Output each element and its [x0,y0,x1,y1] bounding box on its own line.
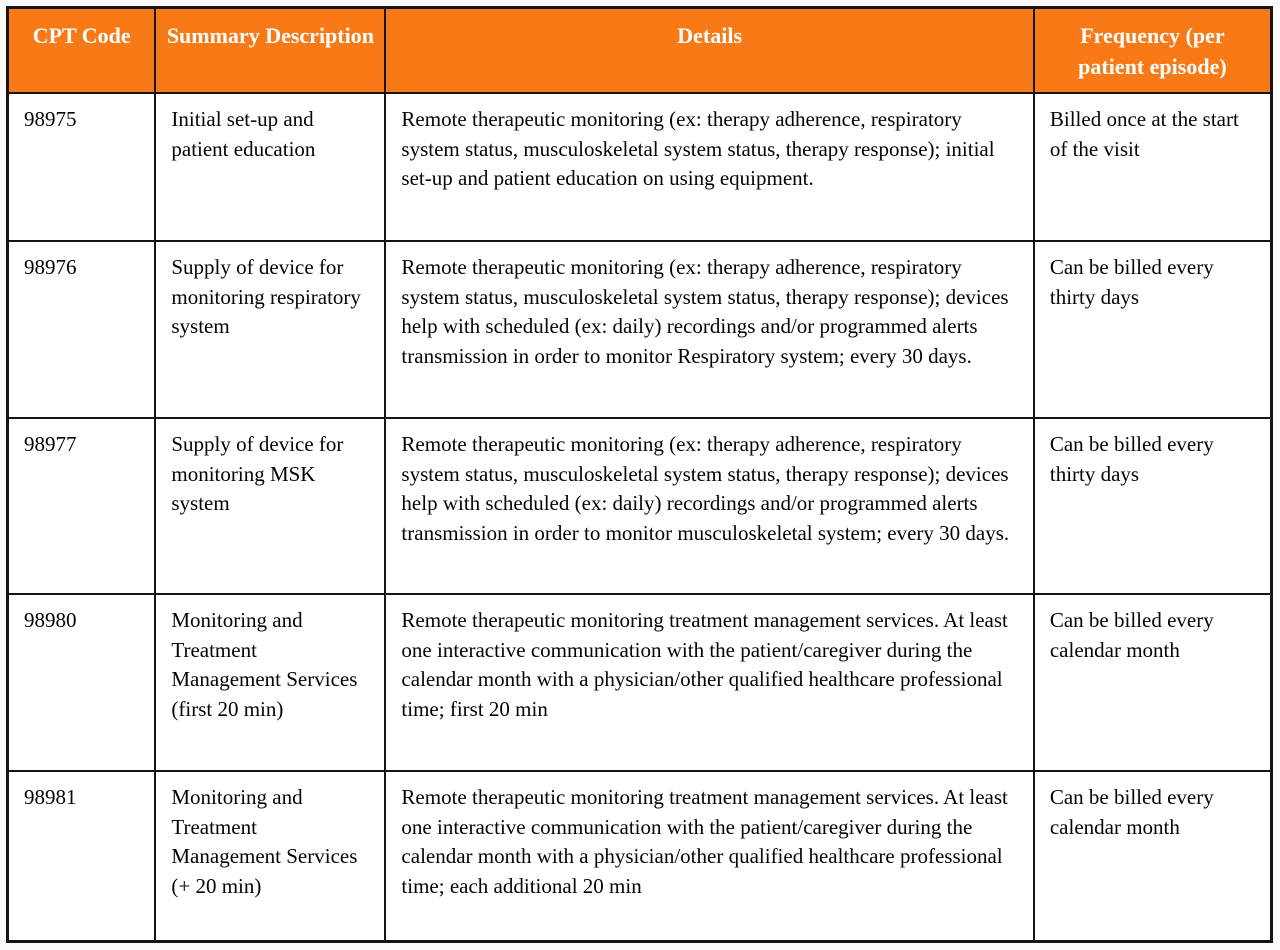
summary-cell: Monitoring and Treatment Management Serv… [154,770,387,942]
column-header-cpt-code: CPT Code [6,6,157,94]
cpt-codes-table: CPT Code Summary Description Details Fre… [6,6,1273,943]
summary-cell: Supply of device for monitoring MSK syst… [154,417,387,595]
details-cell: Remote therapeutic monitoring treatment … [384,593,1035,772]
cpt-code-cell: 98981 [6,770,157,942]
summary-cell: Initial set-up and patient education [154,92,387,242]
table-row: 98977 Supply of device for monitoring MS… [6,417,1273,595]
frequency-cell: Can be billed every calendar month [1032,770,1273,942]
column-header-frequency: Frequency (per patient episode) [1032,6,1273,94]
details-cell: Remote therapeutic monitoring (ex: thera… [384,240,1035,419]
frequency-cell: Can be billed every thirty days [1032,417,1273,595]
summary-cell: Supply of device for monitoring respirat… [154,240,387,419]
details-cell: Remote therapeutic monitoring (ex: thera… [384,417,1035,595]
table-row: 98981 Monitoring and Treatment Managemen… [6,770,1273,942]
column-header-summary-description: Summary Description [154,6,387,94]
header-row: CPT Code Summary Description Details Fre… [6,6,1273,94]
column-header-details: Details [384,6,1035,94]
table-row: 98980 Monitoring and Treatment Managemen… [6,593,1273,772]
frequency-cell: Billed once at the start of the visit [1032,92,1273,242]
details-cell: Remote therapeutic monitoring (ex: thera… [384,92,1035,242]
frequency-cell: Can be billed every thirty days [1032,240,1273,419]
cpt-code-cell: 98976 [6,240,157,419]
table-row: 98976 Supply of device for monitoring re… [6,240,1273,419]
details-cell: Remote therapeutic monitoring treatment … [384,770,1035,942]
cpt-code-cell: 98975 [6,92,157,242]
frequency-cell: Can be billed every calendar month [1032,593,1273,772]
cpt-code-cell: 98977 [6,417,157,595]
cpt-code-cell: 98980 [6,593,157,772]
table-row: 98975 Initial set-up and patient educati… [6,92,1273,242]
summary-cell: Monitoring and Treatment Management Serv… [154,593,387,772]
